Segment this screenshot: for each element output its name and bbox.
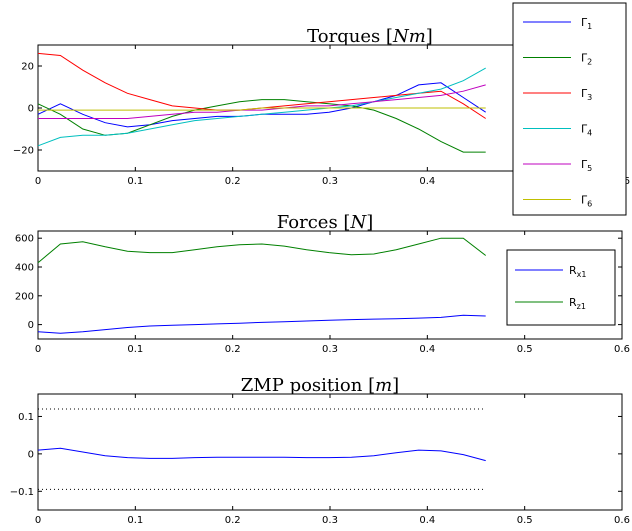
y-tick-label: 0.1 bbox=[18, 412, 34, 423]
x-tick-label: 0.1 bbox=[127, 344, 143, 355]
x-tick-label: 0 bbox=[35, 176, 41, 187]
y-tick-label: 0 bbox=[28, 449, 34, 460]
x-tick-label: 0.1 bbox=[127, 515, 143, 526]
series-gamma4 bbox=[37, 67, 486, 147]
y-tick-label: −20 bbox=[13, 146, 34, 157]
series-line bbox=[37, 447, 486, 462]
y-tick-label: 20 bbox=[21, 62, 34, 73]
x-tick-label: 0.2 bbox=[225, 515, 241, 526]
legend-label: Γ3 bbox=[581, 87, 592, 102]
panel-3: 0 0.1 0.2 0.3 0.4 0.5 0.6 −0.1 0 0.1 ZMP position … bbox=[10, 375, 630, 526]
legend-label: Rz1 bbox=[569, 296, 586, 311]
x-tick-label: 0.6 bbox=[614, 344, 630, 355]
y-tick-label: 0 bbox=[28, 104, 34, 115]
x-tick-label: 0.1 bbox=[127, 176, 143, 187]
y-tick-label: 200 bbox=[15, 291, 34, 302]
x-tick-label: 0.6 bbox=[614, 515, 630, 526]
series-gamma6 bbox=[38, 107, 486, 111]
series-rx1 bbox=[37, 314, 486, 334]
legend-label: Γ4 bbox=[581, 123, 592, 138]
x-tick-label: 0 bbox=[35, 515, 41, 526]
x-tick-label: 0.2 bbox=[225, 176, 241, 187]
x-tick-label: 0.3 bbox=[322, 344, 338, 355]
legend-label: Γ6 bbox=[581, 194, 592, 209]
y-tick-label: −0.1 bbox=[10, 487, 34, 498]
x-tick-label: 0.3 bbox=[322, 176, 338, 187]
x-tick-label: 0.4 bbox=[419, 344, 435, 355]
x-tick-label: 0 bbox=[35, 344, 41, 355]
y-tick-label: 0 bbox=[28, 320, 34, 331]
x-tick-label: 0.5 bbox=[517, 344, 533, 355]
legend-label: Γ5 bbox=[581, 158, 592, 173]
axes-frame bbox=[37, 393, 623, 511]
legend-torques: Γ1 Γ2 Γ3 Γ4 Γ5 Γ6 bbox=[512, 2, 627, 216]
chart-title: Torques [Nm] bbox=[307, 26, 433, 47]
legend-box bbox=[512, 2, 627, 216]
legend-forces: Rx1 Rz1 bbox=[506, 249, 616, 326]
chart-title: Forces [N] bbox=[277, 212, 373, 233]
series-gamma5 bbox=[38, 84, 486, 119]
chart-title: ZMP position [m] bbox=[241, 375, 399, 396]
y-tick-label: 400 bbox=[15, 263, 34, 274]
legend-label: Rx1 bbox=[569, 264, 586, 279]
y-tick-label: 600 bbox=[15, 234, 34, 245]
x-tick-label: 0.4 bbox=[419, 515, 435, 526]
x-tick-label: 0.4 bbox=[419, 176, 435, 187]
legend-label: Γ2 bbox=[581, 52, 592, 67]
series-rz1 bbox=[37, 237, 487, 264]
x-tick-label: 0.5 bbox=[517, 515, 533, 526]
legend-label: Γ1 bbox=[581, 16, 592, 31]
x-tick-label: 0.3 bbox=[322, 515, 338, 526]
x-tick-label: 0.2 bbox=[225, 344, 241, 355]
legend-box bbox=[506, 249, 616, 326]
